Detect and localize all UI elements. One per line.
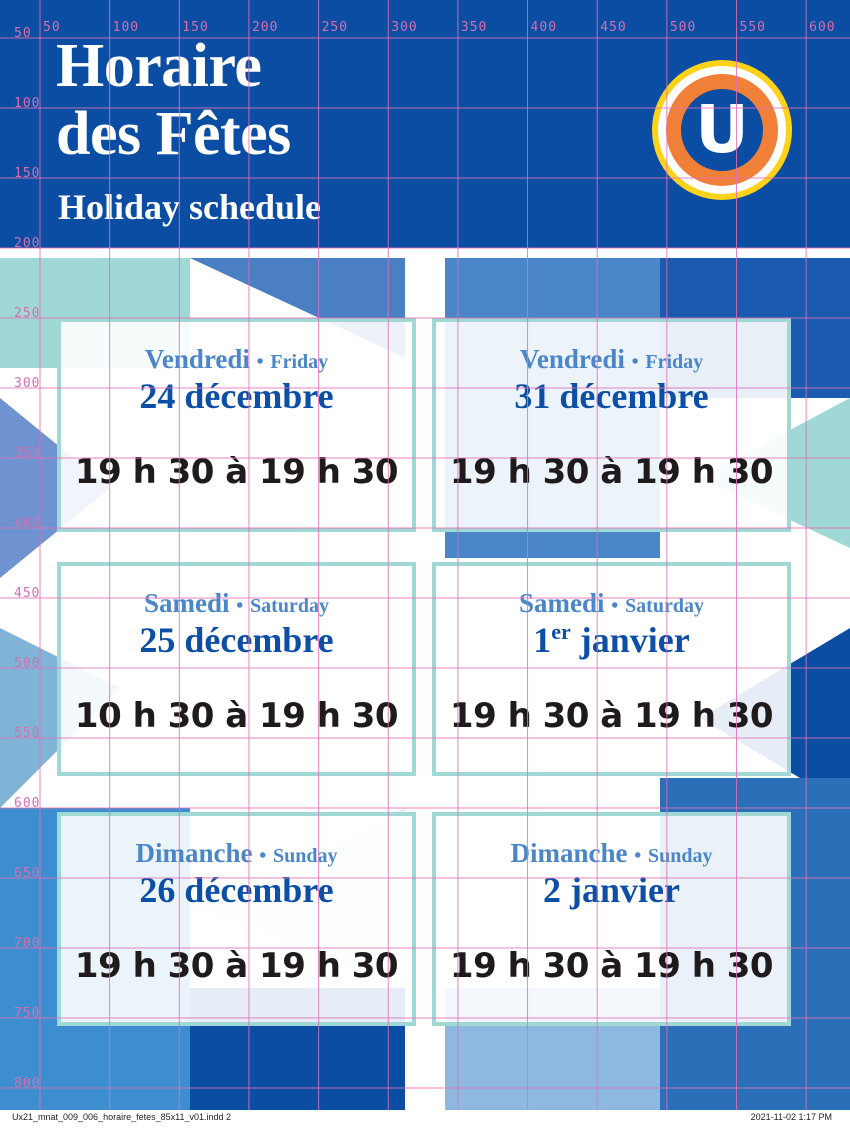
hours-text: 19 h 30 à 19 h 30 xyxy=(449,452,774,492)
hours-text: 19 h 30 à 19 h 30 xyxy=(74,452,399,492)
date-label: 1er janvier xyxy=(436,619,787,660)
day-fr: Dimanche xyxy=(510,838,628,868)
date-text: 31 décembre xyxy=(514,376,709,416)
separator-dot: • xyxy=(634,845,642,867)
day-fr: Samedi xyxy=(144,588,230,618)
date-text: 2 janvier xyxy=(543,870,680,910)
day-en: Saturday xyxy=(625,595,704,617)
separator-dot: • xyxy=(236,595,244,617)
hours-text: 19 h 30 à 19 h 30 xyxy=(449,946,774,986)
schedule-card: Samedi • Saturday 1er janvier 19 h 30 à … xyxy=(432,562,791,776)
hours-text: 19 h 30 à 19 h 30 xyxy=(74,946,399,986)
schedule-card: Vendredi • Friday 24 décembre 19 h 30 à … xyxy=(57,318,416,532)
header-banner: Horaire des Fêtes Holiday schedule U xyxy=(0,0,850,248)
date-label: 26 décembre xyxy=(61,871,412,909)
slug-timestamp: 2021-11-02 1:17 PM xyxy=(750,1112,832,1122)
hours-text: 19 h 30 à 19 h 30 xyxy=(449,696,774,736)
day-en: Sunday xyxy=(273,845,338,867)
date-label: 24 décembre xyxy=(61,377,412,415)
day-label: Vendredi • Friday xyxy=(436,344,787,377)
date-label: 2 janvier xyxy=(436,871,787,909)
day-fr: Samedi xyxy=(519,588,605,618)
page-subtitle: Holiday schedule xyxy=(58,187,322,227)
day-en: Sunday xyxy=(648,845,713,867)
title-line-1: Horaire xyxy=(56,32,262,100)
schedule-card: Samedi • Saturday 25 décembre 10 h 30 à … xyxy=(57,562,416,776)
page-title: Horaire des Fêtes xyxy=(56,32,291,168)
day-en: Friday xyxy=(270,351,329,373)
date-number: 1 xyxy=(533,620,552,660)
day-label: Vendredi • Friday xyxy=(61,344,412,377)
day-en: Saturday xyxy=(250,595,329,617)
slug-filename: Ux21_mnat_009_006_horaire_fetes_85x11_v0… xyxy=(12,1112,232,1122)
hours-text: 10 h 30 à 19 h 30 xyxy=(74,696,399,736)
day-label: Samedi • Saturday xyxy=(436,588,787,621)
separator-dot: • xyxy=(631,351,639,373)
brand-logo: U xyxy=(652,60,792,200)
date-label: 31 décembre xyxy=(436,377,787,415)
day-fr: Vendredi xyxy=(519,344,625,374)
day-fr: Dimanche xyxy=(135,838,253,868)
date-ordinal: er xyxy=(551,619,571,644)
date-label: 25 décembre xyxy=(61,621,412,659)
day-en: Friday xyxy=(645,351,704,373)
separator-dot: • xyxy=(259,845,267,867)
schedule-card: Vendredi • Friday 31 décembre 19 h 30 à … xyxy=(432,318,791,532)
date-text: 24 décembre xyxy=(139,376,334,416)
separator-dot: • xyxy=(256,351,264,373)
day-label: Dimanche • Sunday xyxy=(436,838,787,871)
title-line-2: des Fêtes xyxy=(56,100,291,168)
date-text: 25 décembre xyxy=(139,620,334,660)
date-text: 26 décembre xyxy=(139,870,334,910)
schedule-card: Dimanche • Sunday 26 décembre 19 h 30 à … xyxy=(57,812,416,1026)
date-month: janvier xyxy=(570,620,690,660)
day-label: Dimanche • Sunday xyxy=(61,838,412,871)
separator-dot: • xyxy=(611,595,619,617)
schedule-card: Dimanche • Sunday 2 janvier 19 h 30 à 19… xyxy=(432,812,791,1026)
day-fr: Vendredi xyxy=(144,344,250,374)
day-label: Samedi • Saturday xyxy=(61,588,412,621)
logo-letter: U xyxy=(695,91,749,168)
